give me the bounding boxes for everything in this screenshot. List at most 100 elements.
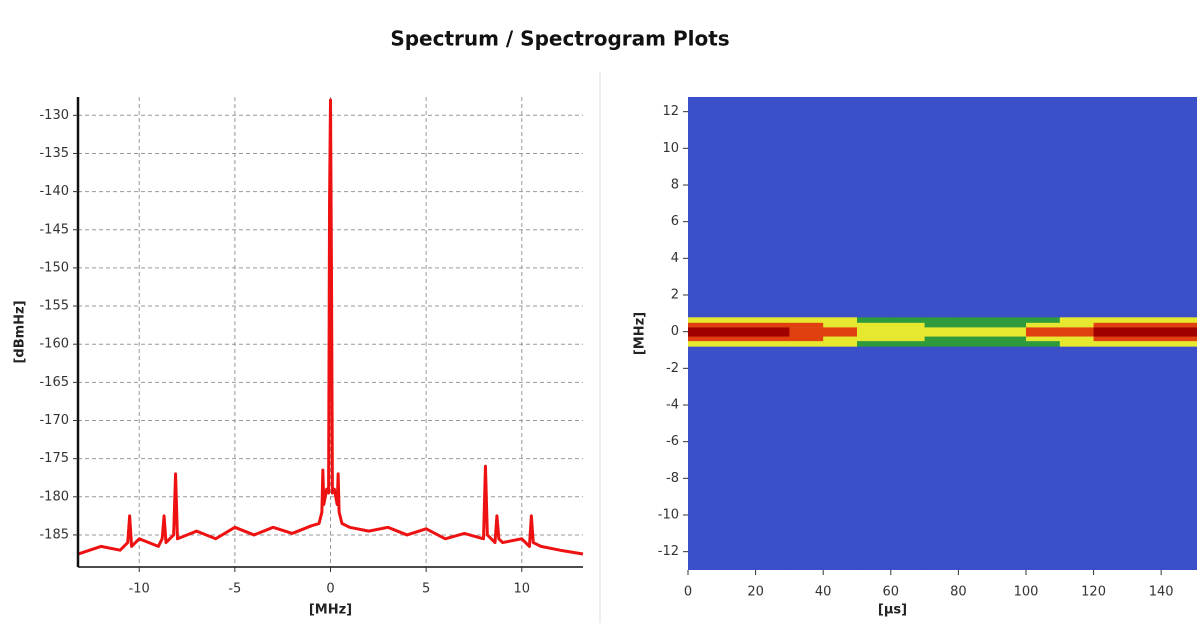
y-tick-label: -130 (39, 108, 69, 123)
heatmap-cell (688, 317, 723, 323)
heatmap-cell (924, 340, 959, 347)
heatmap-cell (721, 317, 757, 323)
x-tick-label: 100 (1014, 585, 1039, 600)
heatmap-cell (958, 317, 993, 323)
heatmap-cell (688, 97, 723, 318)
heatmap-cell (924, 327, 959, 337)
heatmap-cell (1194, 97, 1197, 318)
heatmap-cell (1194, 327, 1197, 337)
y-tick-label: -145 (39, 222, 69, 237)
heatmap-cell (1127, 322, 1162, 328)
x-tick-label: -5 (228, 582, 241, 597)
heatmap-cell (924, 322, 959, 328)
heatmap-cell (789, 327, 824, 337)
heatmap-cell (789, 322, 824, 328)
x-tick-label: -10 (129, 582, 150, 597)
heatmap-cell (1127, 346, 1162, 570)
heatmap-cell (924, 97, 959, 318)
heatmap-cell (856, 317, 892, 323)
heatmap-cell (1059, 97, 1095, 318)
heatmap-cell (1059, 346, 1095, 570)
heatmap-cell (924, 336, 959, 342)
heatmap-cell (823, 317, 858, 323)
y-tick-label: 12 (662, 104, 679, 119)
x-tick-label: 10 (514, 582, 531, 597)
y-tick-label: -2 (666, 361, 679, 376)
y-tick-label: -170 (39, 413, 69, 428)
heatmap-cell (1059, 340, 1095, 347)
heatmap-cell (721, 322, 757, 328)
heatmap-cell (755, 340, 790, 347)
y-tick-label: -160 (39, 337, 69, 352)
heatmap-cell (1161, 97, 1196, 318)
x-tick-label: 60 (883, 585, 900, 600)
heatmap-cell (1059, 336, 1095, 342)
heatmap-cell (1093, 97, 1128, 318)
heatmap-cell (1161, 322, 1196, 328)
y-tick-label: -10 (658, 508, 679, 523)
heatmap-cell (890, 322, 926, 328)
heatmap-cell (856, 97, 892, 318)
y-axis-label: [dBmHz] (13, 300, 28, 363)
heatmap-cell (958, 327, 993, 337)
heatmap-cell (789, 317, 824, 323)
heatmap-cell (1025, 340, 1061, 347)
heatmap-cell (823, 97, 858, 318)
heatmap-cell (992, 97, 1027, 318)
heatmap-cell (924, 317, 959, 323)
heatmap-cell (1025, 317, 1061, 323)
y-tick-label: 0 (671, 324, 679, 339)
heatmap-cell (856, 327, 892, 337)
heatmap-cell (1025, 336, 1061, 342)
heatmap-cell (823, 346, 858, 570)
heatmap-cell (789, 346, 824, 570)
x-tick-label: 120 (1081, 585, 1106, 600)
y-tick-label: -6 (666, 434, 679, 449)
heatmap-cell (992, 336, 1027, 342)
heatmap-cell (856, 346, 892, 570)
heatmap-cell (856, 322, 892, 328)
heatmap-cell (1161, 340, 1196, 347)
heatmap-cell (721, 340, 757, 347)
heatmap-cell (1194, 317, 1197, 323)
y-tick-label: 6 (671, 214, 679, 229)
heatmap-cell (1127, 97, 1162, 318)
heatmap-cell (823, 322, 858, 328)
heatmap-cell (1093, 317, 1128, 323)
x-tick-label: 0 (326, 582, 334, 597)
x-tick-label: 40 (815, 585, 832, 600)
heatmap-cell (721, 346, 757, 570)
heatmap-cell (924, 346, 959, 570)
heatmap-cell (992, 340, 1027, 347)
heatmap-cell (789, 340, 824, 347)
y-tick-label: -4 (666, 398, 679, 413)
y-tick-label: -140 (39, 184, 69, 199)
heatmap-cell (1194, 346, 1197, 570)
y-tick-label: -155 (39, 299, 69, 314)
heatmap-cell (890, 336, 926, 342)
heatmap-cell (1025, 97, 1061, 318)
heatmap-cell (856, 336, 892, 342)
y-tick-label: -135 (39, 146, 69, 161)
heatmap-cell (856, 340, 892, 347)
heatmap-cell (823, 336, 858, 342)
heatmap-cell (1127, 336, 1162, 342)
page-title: Spectrum / Spectrogram Plots (390, 27, 729, 51)
y-tick-label: 10 (662, 141, 679, 156)
heatmap-cell (823, 327, 858, 337)
heatmap-cell (958, 97, 993, 318)
y-tick-label: 8 (671, 178, 679, 193)
heatmap-cell (1025, 322, 1061, 328)
heatmap-cell (958, 336, 993, 342)
y-axis-label: [MHz] (633, 312, 648, 355)
x-axis-label: [µs] (878, 603, 907, 618)
heatmap-cell (1025, 327, 1061, 337)
heatmap-cell (755, 336, 790, 342)
heatmap-cell (789, 97, 824, 318)
heatmap-cell (1093, 336, 1128, 342)
y-tick-label: 4 (671, 251, 679, 266)
heatmap-cell (890, 327, 926, 337)
y-tick-label: 2 (671, 288, 679, 303)
x-axis-label: [MHz] (309, 603, 352, 618)
heatmap-cell (688, 336, 723, 342)
